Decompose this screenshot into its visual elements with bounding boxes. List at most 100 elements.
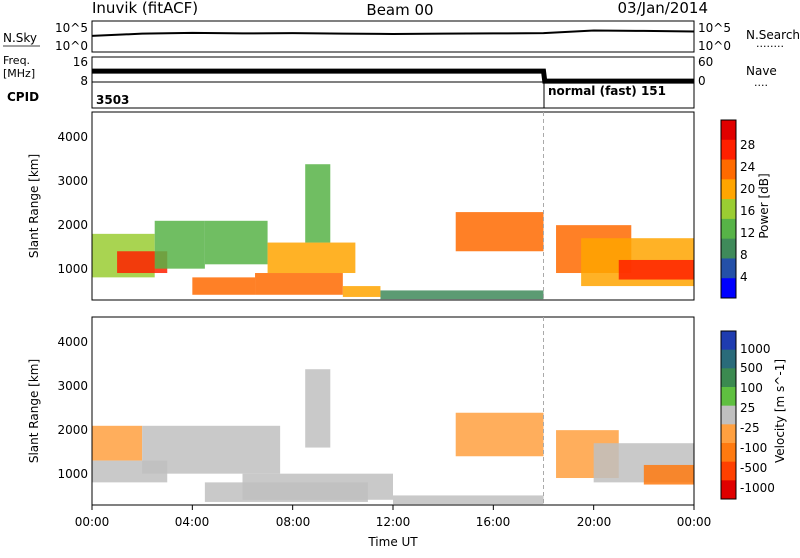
noise-right-tick-top: 10^5 xyxy=(698,21,731,35)
power-ytick-4000: 4000 xyxy=(57,130,88,144)
velocity-colorbar-frame xyxy=(720,330,737,500)
power-colorbar-swatch-2 xyxy=(721,159,736,180)
velocity-region-10 xyxy=(305,369,331,448)
power-cb-tick-8: 8 xyxy=(740,248,748,262)
freq-left-tick-bottom: 8 xyxy=(80,74,88,88)
power-ylabel: Slant Range [km] xyxy=(27,154,41,258)
nsky-label: N.Sky xyxy=(3,31,37,45)
power-colorbar-swatch-4 xyxy=(721,199,736,220)
velocity-colorbar-swatch-2 xyxy=(721,368,736,388)
noise-left-tick-bottom: 10^0 xyxy=(55,39,88,53)
time-axis: 00:00 04:00 08:00 12:00 16:00 20:00 00:0… xyxy=(75,515,712,529)
velocity-region-2 xyxy=(142,425,281,474)
velocity-colorbar-swatch-6 xyxy=(721,443,736,463)
nave-dots: .... xyxy=(754,76,768,89)
cpid-panel: CPID 3503 normal (fast) 151 xyxy=(7,81,695,109)
cpid-label: CPID xyxy=(7,90,39,104)
velocity-panel: Slant Range [km] 4000 3000 2000 1000 Vel… xyxy=(27,316,787,506)
velocity-heatmap xyxy=(92,369,694,505)
velocity-colorbar-label: Velocity [m s^-1] xyxy=(773,359,787,463)
power-region-2 xyxy=(154,220,205,269)
power-region-12 xyxy=(618,259,694,280)
power-region-9 xyxy=(455,212,544,252)
noise-panel-frame xyxy=(91,20,695,53)
power-cb-tick-20: 20 xyxy=(740,182,755,196)
power-region-3 xyxy=(192,277,256,295)
power-colorbar-swatch-3 xyxy=(721,179,736,200)
power-cb-tick-12: 12 xyxy=(740,226,755,240)
nave-tick-top: 60 xyxy=(698,55,713,69)
velocity-colorbar-swatch-1 xyxy=(721,349,736,369)
velocity-ytick-1000: 1000 xyxy=(57,467,88,481)
time-tick-3: 12:00 xyxy=(376,515,411,529)
velocity-colorbar-swatch-5 xyxy=(721,424,736,444)
time-tick-6: 00:00 xyxy=(677,515,712,529)
power-region-6 xyxy=(267,242,356,274)
power-ytick-1000: 1000 xyxy=(57,262,88,276)
power-colorbar-swatch-1 xyxy=(721,139,736,161)
velocity-region-5 xyxy=(393,495,544,505)
power-colorbar-swatch-7 xyxy=(721,258,736,279)
velocity-ylabel: Slant Range [km] xyxy=(27,359,41,463)
velocity-cb-tick-1000: 1000 xyxy=(740,342,771,356)
velocity-colorbar-swatch-4 xyxy=(721,405,736,425)
noise-panel: N.Sky 10^5 10^0 10^5 10^0 N.Search .....… xyxy=(3,20,800,53)
nsearch-dots: ........ xyxy=(756,37,784,50)
power-colorbar-swatch-6 xyxy=(721,238,736,259)
cpid-panel-frame xyxy=(91,81,695,109)
power-ytick-2000: 2000 xyxy=(57,218,88,232)
velocity-cb-tick-25: 25 xyxy=(740,401,755,415)
velocity-cb-tick-neg1000: -1000 xyxy=(740,481,775,495)
nave-tick-bottom: 0 xyxy=(698,74,706,88)
velocity-region-6 xyxy=(455,412,544,457)
power-cb-tick-4: 4 xyxy=(740,270,748,284)
freq-left-tick-top: 16 xyxy=(73,55,88,69)
power-region-13 xyxy=(305,164,331,243)
velocity-ytick-2000: 2000 xyxy=(57,423,88,437)
velocity-colorbar-swatch-3 xyxy=(721,387,736,407)
power-cb-tick-28: 28 xyxy=(740,138,755,152)
noise-left-tick-top: 10^5 xyxy=(55,21,88,35)
nsearch-label: N.Search xyxy=(746,28,800,42)
power-colorbar-frame xyxy=(720,119,737,299)
velocity-ytick-4000: 4000 xyxy=(57,335,88,349)
power-heatmap xyxy=(92,164,694,300)
time-tick-1: 04:00 xyxy=(175,515,210,529)
freq-label: Freq. xyxy=(3,54,30,67)
freq-panel: Freq. [MHz] 16 8 60 0 Nave .... xyxy=(3,54,777,89)
cpid-segment-1: 3503 xyxy=(96,93,129,107)
velocity-cb-tick-neg100: -100 xyxy=(740,441,767,455)
nave-label: Nave xyxy=(746,64,777,78)
time-tick-5: 20:00 xyxy=(577,515,612,529)
velocity-colorbar-swatch-0 xyxy=(721,331,736,351)
power-colorbar-swatch-0 xyxy=(721,120,736,141)
velocity-cb-tick-neg25: -25 xyxy=(740,421,760,435)
power-region-8 xyxy=(380,290,544,300)
power-region-5 xyxy=(255,273,343,295)
velocity-cb-tick-100: 100 xyxy=(740,381,763,395)
power-ytick-3000: 3000 xyxy=(57,174,88,188)
power-colorbar xyxy=(720,119,737,299)
power-colorbar-swatch-5 xyxy=(721,218,736,240)
velocity-region-9 xyxy=(643,464,694,485)
power-cb-tick-24: 24 xyxy=(740,160,755,174)
time-tick-0: 00:00 xyxy=(75,515,110,529)
freq-series-line xyxy=(92,68,694,84)
velocity-cb-tick-500: 500 xyxy=(740,361,763,375)
velocity-colorbar-swatch-7 xyxy=(721,461,736,481)
velocity-colorbar-swatch-8 xyxy=(721,480,736,500)
time-tick-2: 08:00 xyxy=(276,515,311,529)
power-panel: Slant Range [km] 4000 3000 2000 1000 Pow… xyxy=(27,111,771,301)
velocity-cb-tick-neg500: -500 xyxy=(740,461,767,475)
power-colorbar-label: Power [dB] xyxy=(757,173,771,238)
time-axis-label: Time UT xyxy=(367,535,418,549)
station-title: Inuvik (fitACF) xyxy=(92,0,198,17)
velocity-ytick-3000: 3000 xyxy=(57,379,88,393)
power-region-4 xyxy=(204,220,268,265)
time-tick-4: 16:00 xyxy=(476,515,511,529)
power-panel-frame xyxy=(91,111,695,301)
velocity-region-4 xyxy=(242,473,393,500)
nsky-series-line xyxy=(91,29,695,37)
